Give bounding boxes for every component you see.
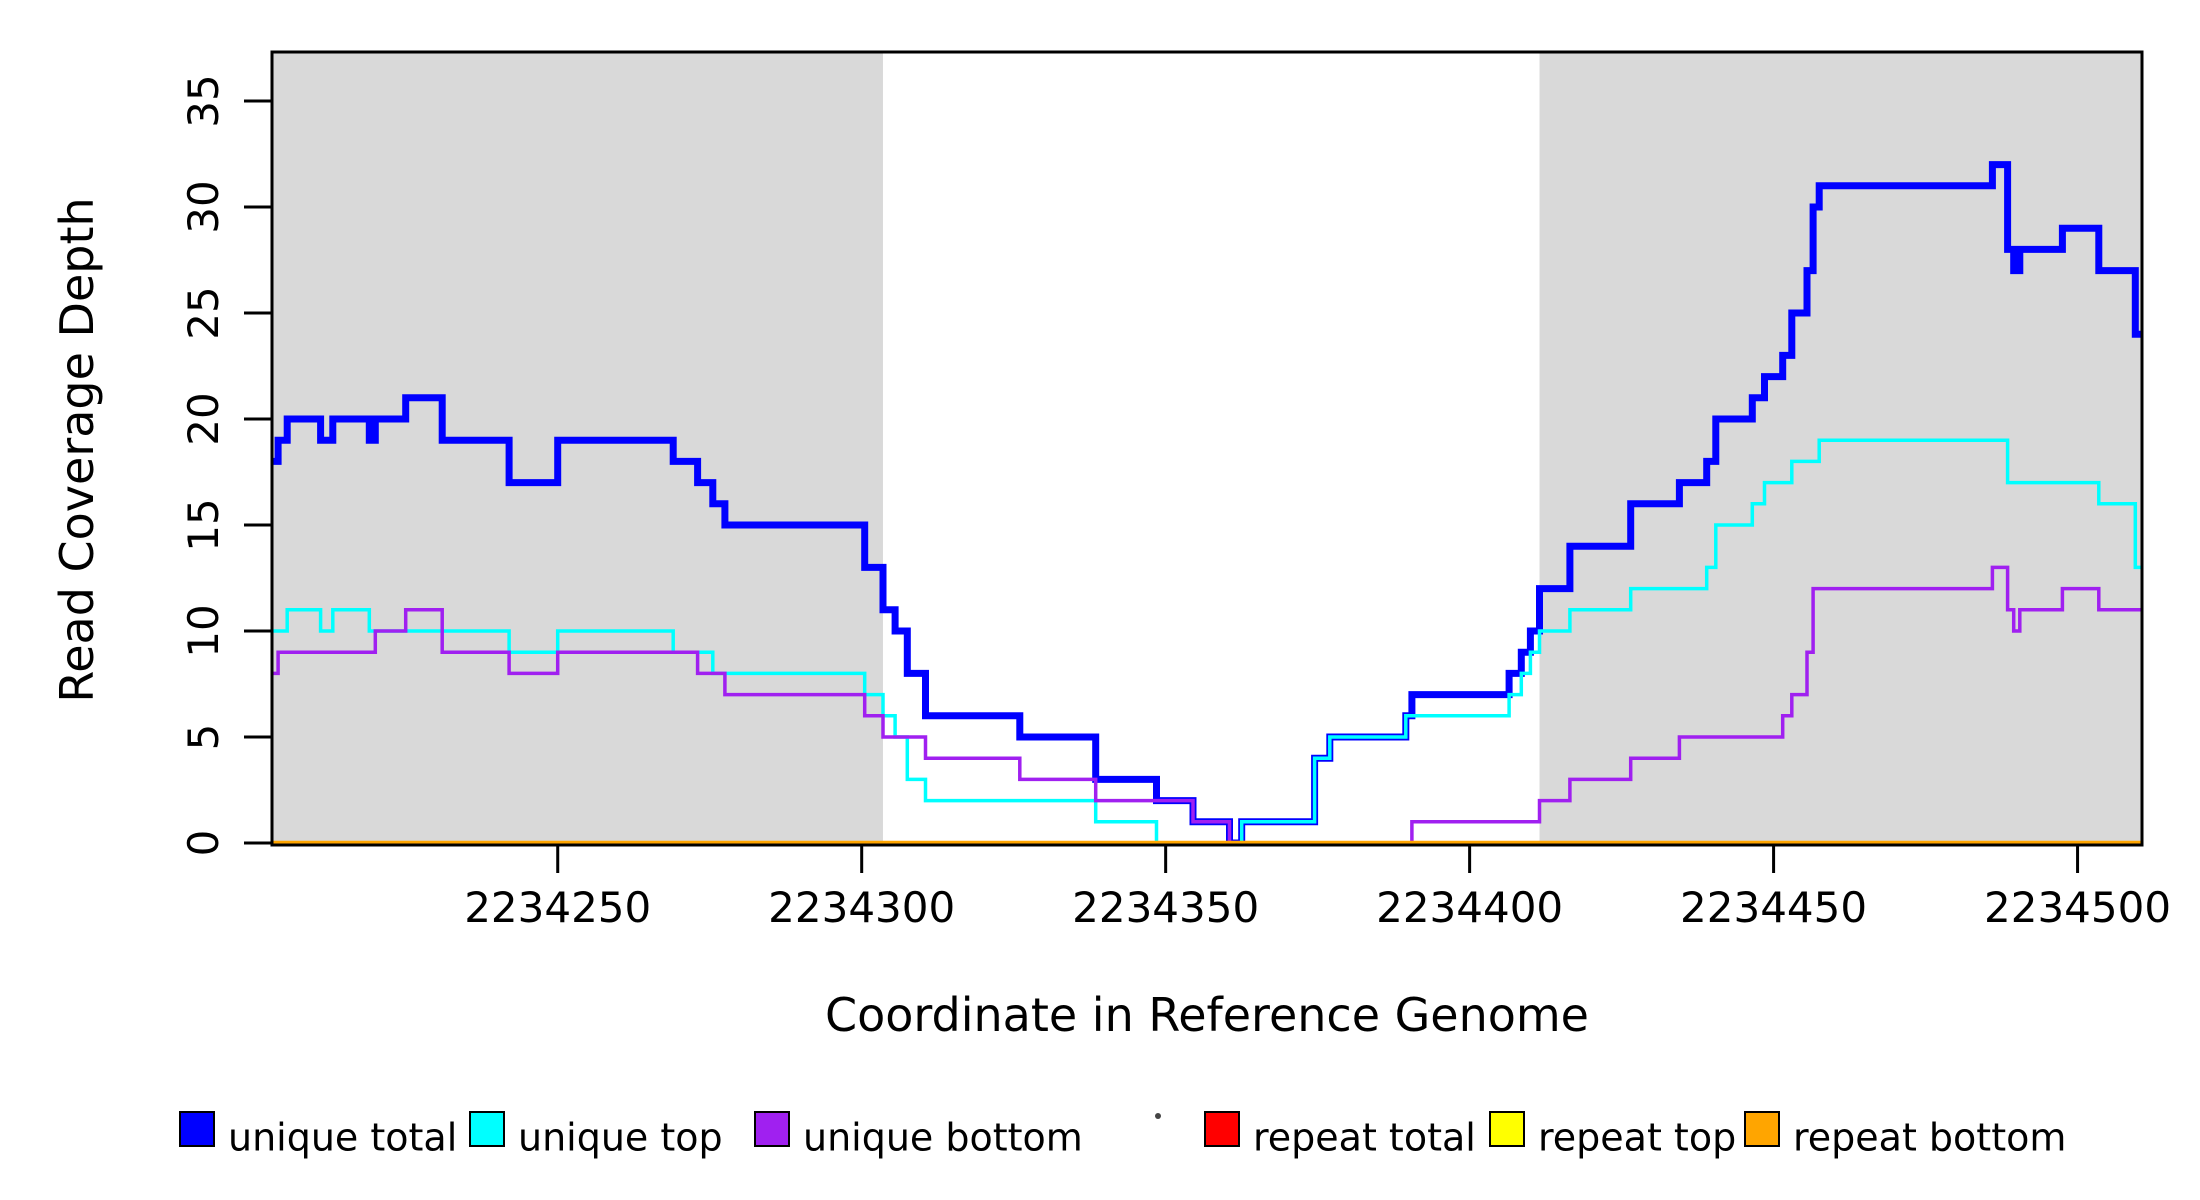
y-tick-label: 25 [179, 286, 228, 339]
legend-swatch-unique-total [179, 1111, 215, 1147]
x-tick-label: 2234250 [464, 883, 651, 932]
legend-swatch-repeat-bottom [1744, 1111, 1780, 1147]
legend-label-repeat-bottom: repeat bottom [1793, 1116, 2066, 1160]
legend-swatch-unique-bottom [754, 1111, 790, 1147]
legend-label-unique-bottom: unique bottom [803, 1116, 1083, 1160]
legend-swatch-repeat-top [1489, 1111, 1525, 1147]
legend-swatch-repeat-total [1204, 1111, 1240, 1147]
legend-swatch-unique-top [469, 1111, 505, 1147]
legend-label-repeat-total: repeat total [1253, 1116, 1476, 1160]
series-line-unique-top [272, 438, 2142, 845]
y-tick-label: 10 [179, 604, 228, 657]
x-tick-label: 2234450 [1680, 883, 1867, 932]
legend-label-unique-top: unique top [518, 1116, 723, 1160]
shaded-region [1539, 52, 2142, 845]
stray-mark [1155, 1113, 1161, 1119]
legend-label-repeat-top: repeat top [1538, 1116, 1736, 1160]
shaded-region [272, 52, 883, 845]
y-tick-label: 20 [179, 392, 228, 445]
y-tick-label: 35 [179, 74, 228, 127]
x-tick-label: 2234400 [1376, 883, 1563, 932]
y-tick-label: 15 [179, 498, 228, 551]
y-tick-label: 0 [179, 830, 228, 857]
y-tick-label: 30 [179, 180, 228, 233]
legend-label-unique-total: unique total [228, 1116, 457, 1160]
y-tick-label: 5 [179, 724, 228, 751]
x-tick-label: 2234500 [1984, 883, 2171, 932]
x-axis-title: Coordinate in Reference Genome [825, 988, 1589, 1042]
y-axis-title: Read Coverage Depth [50, 197, 104, 703]
x-tick-label: 2234350 [1072, 883, 1259, 932]
x-tick-label: 2234300 [768, 883, 955, 932]
plot-frame [270, 50, 2144, 847]
